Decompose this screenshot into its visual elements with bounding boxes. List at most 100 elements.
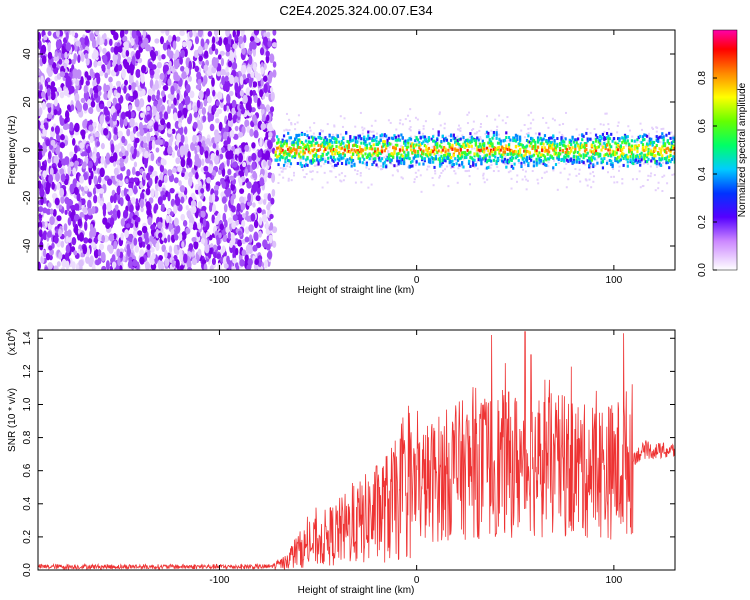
spectrogram-cell [581, 145, 584, 149]
spectrogram-cell [612, 137, 616, 141]
spectrogram-cell [329, 170, 332, 173]
spectrogram-cell [313, 164, 316, 167]
spectrogram-cell [568, 138, 571, 142]
spectrogram-cell [401, 136, 404, 140]
spectrogram-cell [415, 143, 418, 147]
spectrogram-cell [289, 147, 293, 151]
spectrogram-cell [246, 66, 252, 74]
spectrogram-cell [379, 152, 382, 156]
spectrogram-cell [394, 135, 397, 139]
spectrogram-cell [622, 137, 625, 141]
spectrogram-cell [106, 63, 111, 70]
spectrogram-cell [444, 150, 447, 154]
spectrogram-cell [381, 152, 384, 155]
spectrogram-cell [487, 134, 490, 138]
spectrogram-cell [244, 236, 250, 243]
spectrogram-cell [504, 122, 507, 125]
spectrogram-cell [63, 178, 69, 186]
spectrogram-cell [83, 36, 89, 46]
spectrogram-cell [250, 71, 255, 78]
spectrogram-cell [131, 30, 137, 39]
spectrogram-cell [293, 155, 297, 159]
spectrogram-cell [385, 145, 388, 149]
spectrogram-cell [56, 182, 61, 191]
spectrogram-cell [122, 46, 127, 56]
spectrogram-cell [588, 137, 591, 141]
spectrogram-cell [105, 115, 110, 122]
spectrogram-cell [547, 136, 551, 140]
spectrogram-cell [369, 145, 373, 149]
spectrogram-cell [116, 186, 121, 194]
spectrogram-cell [638, 140, 641, 143]
spectrogram-cell [409, 160, 413, 164]
spectrogram-cell [547, 161, 550, 164]
spectrogram-cell [347, 149, 351, 153]
spectrogram-cell [64, 51, 68, 60]
spectrogram-cell [432, 150, 435, 154]
spectrogram-cell [391, 146, 395, 150]
spectrogram-cell [532, 139, 536, 143]
spectrogram-cell [216, 237, 221, 246]
spectrogram-cell [120, 232, 124, 241]
spectrogram-cell [238, 178, 243, 187]
spectrogram-cell [619, 144, 622, 148]
spectrogram-cell [318, 158, 322, 162]
spectrogram-cell [105, 222, 111, 230]
spectrogram-cell [610, 132, 613, 136]
spectrogram-cell [277, 138, 280, 142]
spectrogram-cell [600, 136, 603, 140]
spectrogram-cell [505, 146, 508, 150]
spectrogram-cell [600, 157, 603, 161]
spectrogram-cell [491, 150, 494, 154]
spectrogram-cell [49, 208, 54, 215]
spectrogram-cell [313, 159, 316, 163]
spectrogram-cell [300, 133, 304, 137]
spectrogram-cell [343, 154, 346, 158]
spectrogram-cell [590, 186, 593, 189]
spectrogram-cell [647, 140, 650, 143]
spectrogram-cell [134, 137, 140, 144]
spectrogram-cell [371, 153, 374, 157]
spectrogram-cell [661, 175, 664, 178]
spectrogram-cell [284, 167, 287, 170]
spectrogram-cell [458, 151, 461, 155]
spectrogram-cell [536, 138, 540, 142]
spectrogram-cell [159, 36, 164, 45]
spectrogram-cell [396, 170, 399, 173]
spectrogram-cell [59, 168, 65, 175]
spectrogram-cell [167, 234, 171, 243]
spectrogram-cell [255, 195, 261, 202]
spectrogram-cell [262, 198, 267, 205]
spectrogram-cell [502, 160, 505, 164]
spectrogram-cell [69, 151, 74, 158]
spectrogram-cell [650, 137, 653, 141]
spectrogram-cell [389, 142, 392, 146]
spectrogram-cell [140, 206, 144, 213]
spectrogram-cell [530, 155, 533, 159]
spectrogram-cell [338, 140, 341, 144]
spectrogram-cell [579, 144, 582, 148]
spectrogram-cell [293, 171, 296, 174]
spectrogram-cell [342, 136, 345, 140]
spectrogram-cell [327, 142, 330, 146]
spectrogram-cell [184, 142, 189, 153]
spectrogram-cell [649, 165, 652, 168]
spectrogram-cell [293, 152, 297, 156]
spectrogram-cell [518, 161, 521, 164]
spectrogram-cell [441, 159, 444, 163]
spectrogram-cell [121, 68, 126, 79]
spectrogram-cell [212, 203, 217, 214]
spectrogram-cell [420, 152, 424, 156]
spectrogram-cell [277, 154, 280, 158]
spectrogram-cell [188, 243, 194, 251]
spectrogram-cell [426, 151, 429, 155]
spectrogram-cell [216, 71, 222, 77]
spectrogram-cell [80, 76, 84, 86]
spectrogram-cell [628, 129, 631, 132]
spectrogram-cell [324, 136, 327, 140]
spectrogram-cell [47, 51, 53, 60]
spectrogram-cell [539, 136, 542, 140]
spectrogram-cell [426, 148, 429, 152]
spectrogram-cell [268, 71, 274, 80]
spectrogram-cell [425, 145, 428, 149]
